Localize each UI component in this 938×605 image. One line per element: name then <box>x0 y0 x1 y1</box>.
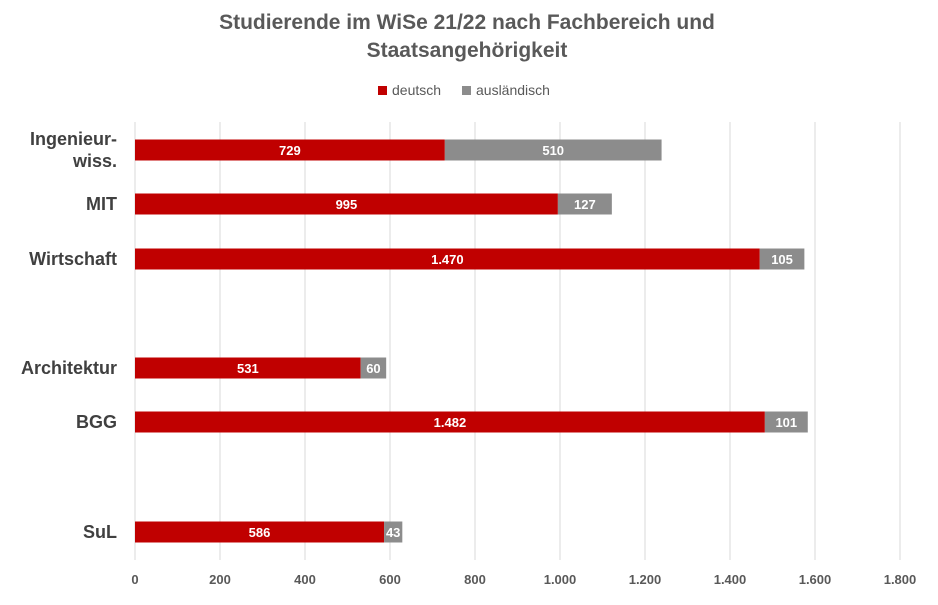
x-tick-label: 1.200 <box>629 572 662 587</box>
bar-deutsch <box>135 521 385 543</box>
bar-deutsch <box>135 248 760 270</box>
bars <box>135 139 808 543</box>
bar-auslaendisch <box>759 248 805 270</box>
data-label: 729 <box>279 143 301 158</box>
category-label: Wirtschaft <box>29 249 117 269</box>
legend-swatch-auslaendisch <box>462 86 471 95</box>
x-tick-label: 1.400 <box>714 572 747 587</box>
legend-label-deutsch: deutsch <box>392 82 441 98</box>
category-labels: Ingenieur-wiss. MIT Wirtschaft Architektur B… <box>21 129 117 542</box>
bar-deutsch <box>135 139 445 161</box>
bar-deutsch <box>135 357 361 379</box>
x-axis-tick-labels: 0 200 400 600 800 1.000 1.200 1.400 1.600 1.800 <box>131 572 916 587</box>
category-label: wiss. <box>72 151 117 171</box>
category-label: MIT <box>86 194 117 214</box>
x-tick-label: 600 <box>379 572 401 587</box>
bar-deutsch <box>135 193 558 215</box>
data-label: 60 <box>366 361 380 376</box>
x-tick-label: 0 <box>131 572 138 587</box>
data-label: 101 <box>775 415 797 430</box>
category-label: Ingenieur- <box>30 129 117 149</box>
chart-title-line-1: Studierende im WiSe 21/22 nach Fachberei… <box>219 11 715 34</box>
x-tick-label: 800 <box>464 572 486 587</box>
data-label: 127 <box>574 197 596 212</box>
data-label: 43 <box>386 525 400 540</box>
chart-title: Studierende im WiSe 21/22 nach Fachberei… <box>219 11 715 62</box>
legend: deutsch ausländisch <box>378 82 550 98</box>
bar-auslaendisch <box>384 521 403 543</box>
bar-auslaendisch <box>557 193 612 215</box>
legend-label-auslaendisch: ausländisch <box>476 82 550 98</box>
data-label: 586 <box>249 525 271 540</box>
category-label: BGG <box>76 412 117 432</box>
data-label: 531 <box>237 361 259 376</box>
gridlines <box>134 122 901 560</box>
data-label: 105 <box>771 252 793 267</box>
chart-title-line-2: Staatsangehörigkeit <box>367 39 568 62</box>
data-label: 1.482 <box>434 415 467 430</box>
legend-swatch-deutsch <box>378 86 387 95</box>
data-label: 995 <box>336 197 358 212</box>
x-tick-label: 200 <box>209 572 231 587</box>
x-tick-label: 1.600 <box>799 572 832 587</box>
bar-auslaendisch <box>360 357 387 379</box>
bar-deutsch <box>135 411 765 433</box>
data-label: 510 <box>542 143 564 158</box>
category-label: SuL <box>83 522 117 542</box>
x-tick-label: 1.800 <box>884 572 917 587</box>
bar-auslaendisch <box>764 411 808 433</box>
x-tick-label: 1.000 <box>544 572 577 587</box>
category-label: Architektur <box>21 358 117 378</box>
x-tick-label: 400 <box>294 572 316 587</box>
bar-auslaendisch <box>444 139 662 161</box>
data-label: 1.470 <box>431 252 464 267</box>
data-labels: 729 510 995 127 1.470 105 531 60 1.482 101 586 43 <box>237 143 797 540</box>
